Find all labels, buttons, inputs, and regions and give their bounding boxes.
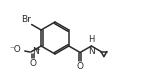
Text: Br: Br [21,15,31,24]
Text: ⁻O: ⁻O [9,46,21,54]
Text: O: O [77,61,84,71]
Text: N: N [32,47,39,56]
Text: O: O [29,59,36,69]
Text: +: + [35,46,41,52]
Text: H: H [88,35,94,44]
Text: N: N [88,47,95,56]
